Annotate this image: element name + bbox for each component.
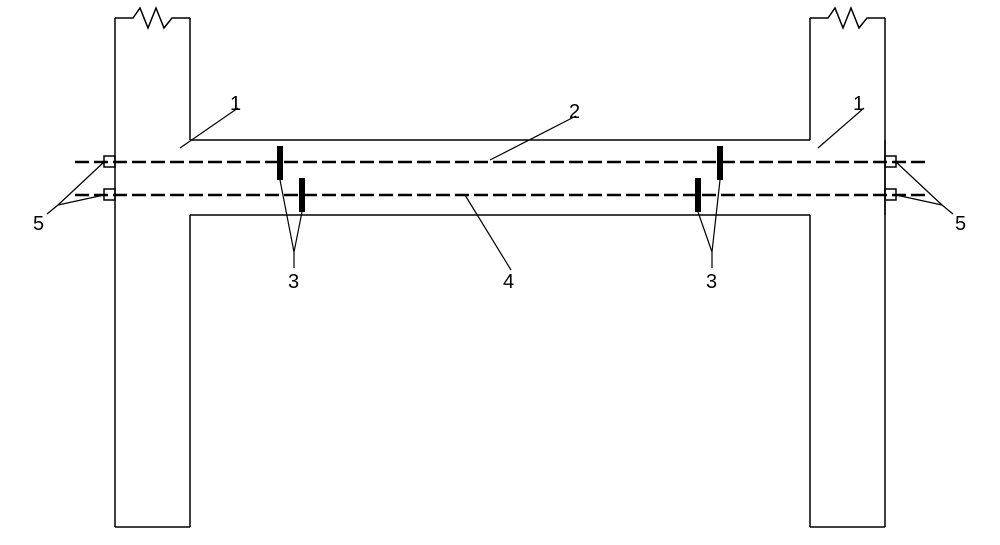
left-column: [115, 8, 190, 527]
tendons: [75, 162, 928, 195]
label-1-right: 1: [853, 93, 864, 115]
break-symbol: [115, 8, 190, 28]
leaders: [47, 108, 953, 270]
label-2: 2: [569, 101, 580, 123]
label-4: 4: [503, 271, 514, 293]
label-5-right: 5: [955, 213, 966, 235]
labels: 1 1 2 3 3 4 5 5: [33, 93, 966, 293]
diagram-svg: 1 1 2 3 3 4 5 5: [0, 0, 1000, 545]
label-5-left: 5: [33, 213, 44, 235]
label-3-right: 3: [706, 271, 717, 293]
label-1-left: 1: [230, 93, 241, 115]
label-3-left: 3: [288, 271, 299, 293]
right-column: [810, 8, 885, 527]
right-bars: [698, 146, 720, 212]
break-symbol: [810, 8, 885, 28]
left-bars: [280, 146, 302, 212]
